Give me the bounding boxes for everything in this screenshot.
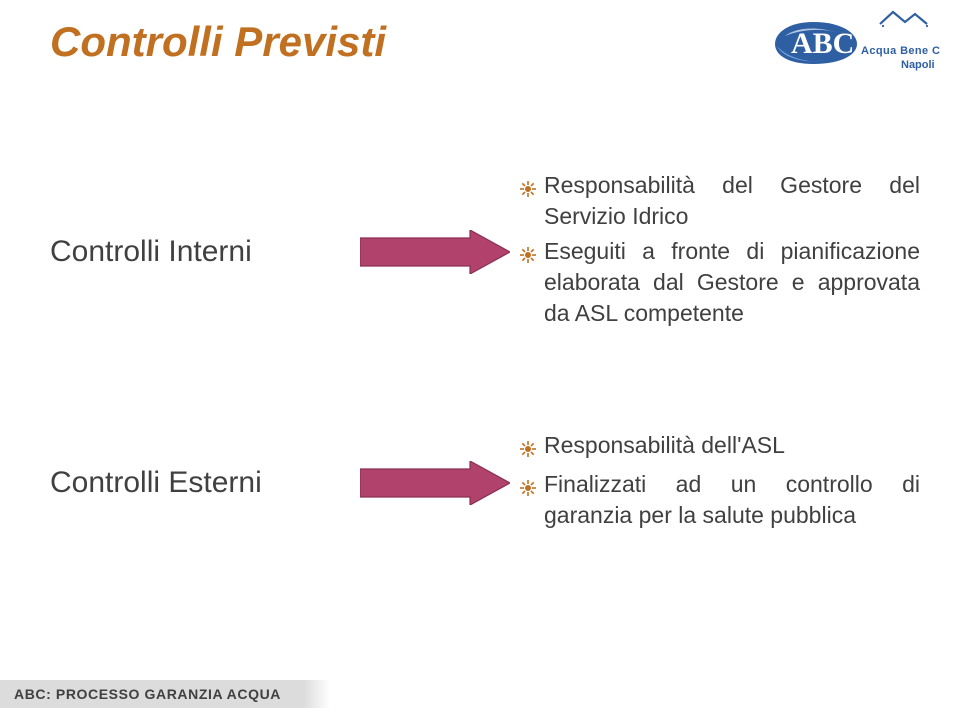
logo-sub-1: Acqua Bene Comune bbox=[861, 45, 940, 57]
section-controlli-esterni: Controlli Esterni bbox=[50, 430, 920, 535]
mountains-icon bbox=[880, 12, 928, 27]
logo-sub-2: Napoli bbox=[901, 59, 935, 71]
bullet-item: Eseguiti a fronte di pianificazione elab… bbox=[520, 236, 920, 329]
bullet-item: Finalizzati ad un controllo di garanzia … bbox=[520, 469, 920, 531]
slide: Controlli Previsti ABC Acqua Bene Comune… bbox=[0, 0, 960, 726]
section-label: Controlli Esterni bbox=[50, 466, 262, 499]
footer-bar: ABC: PROCESSO GARANZIA ACQUA bbox=[0, 680, 330, 708]
section-text: Responsabilità del Gestore del Servizio … bbox=[520, 170, 920, 333]
bullet-text: Responsabilità dell'ASL bbox=[544, 430, 920, 461]
footer-text: ABC: PROCESSO GARANZIA ACQUA bbox=[14, 686, 281, 702]
section-text: Responsabilità dell'ASL Finalizzati ad bbox=[520, 430, 920, 535]
bullet-item: Responsabilità del Gestore del Servizio … bbox=[520, 170, 920, 232]
section-label-col: Controlli Esterni bbox=[50, 466, 350, 500]
burst-icon bbox=[520, 434, 538, 465]
burst-icon bbox=[520, 174, 538, 205]
bullet-text: Responsabilità del Gestore del Servizio … bbox=[544, 170, 920, 232]
bullet-text: Eseguiti a fronte di pianificazione elab… bbox=[544, 236, 920, 329]
section-label: Controlli Interni bbox=[50, 235, 252, 268]
page-title: Controlli Previsti bbox=[50, 18, 386, 66]
abc-logo: ABC Acqua Bene Comune Napoli bbox=[765, 6, 940, 92]
section-controlli-interni: Controlli Interni bbox=[50, 170, 920, 333]
arrow-col bbox=[350, 461, 520, 505]
section-label-col: Controlli Interni bbox=[50, 235, 350, 269]
arrow-col bbox=[350, 230, 520, 274]
logo-abc-text: ABC bbox=[791, 27, 854, 60]
arrow-icon bbox=[360, 461, 510, 505]
burst-icon bbox=[520, 240, 538, 271]
bullet-text: Finalizzati ad un controllo di garanzia … bbox=[544, 469, 920, 531]
title-text: Controlli Previsti bbox=[50, 18, 386, 65]
arrow-icon bbox=[360, 230, 510, 274]
burst-icon bbox=[520, 473, 538, 504]
bullet-item: Responsabilità dell'ASL bbox=[520, 430, 920, 465]
